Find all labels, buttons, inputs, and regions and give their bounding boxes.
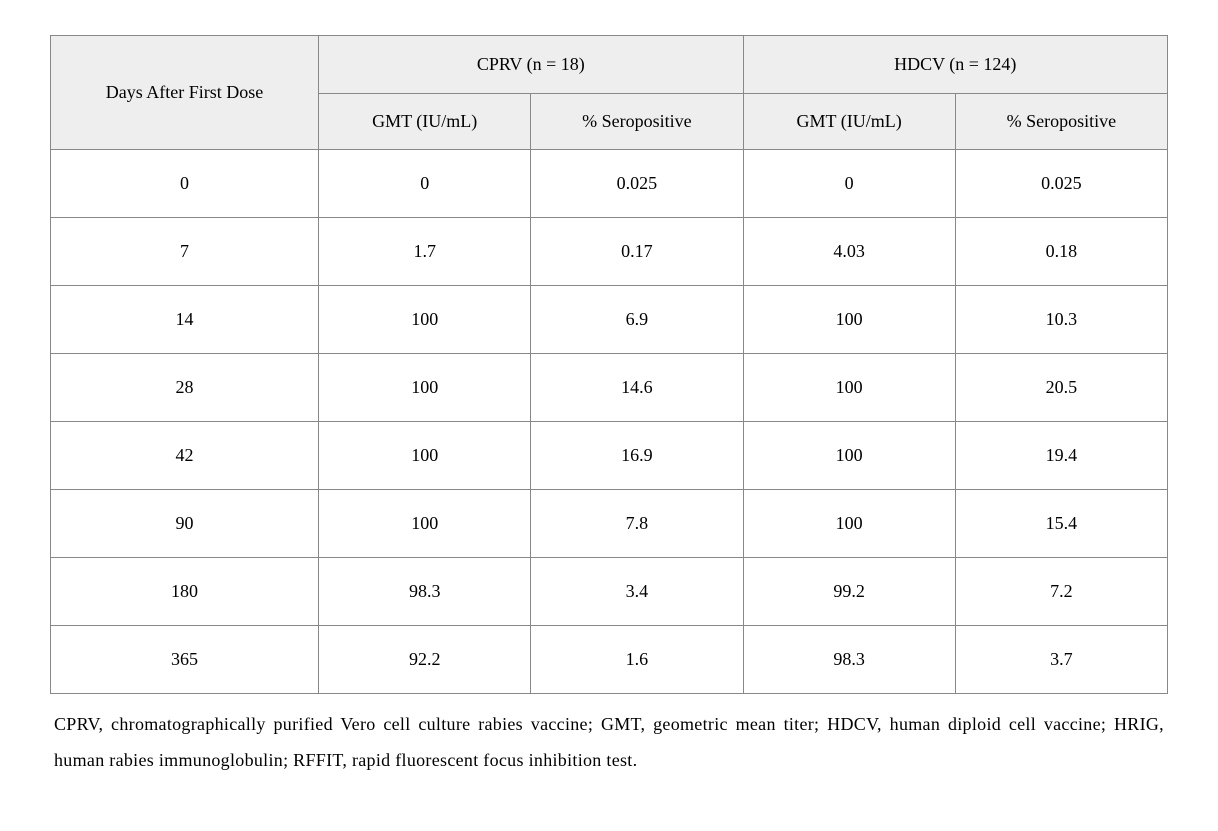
table-row: 0 0 0.025 0 0.025 (51, 150, 1168, 218)
header-group-cprv: CPRV (n = 18) (319, 36, 743, 94)
table-row: 90 100 7.8 100 15.4 (51, 490, 1168, 558)
table-row: 180 98.3 3.4 99.2 7.2 (51, 558, 1168, 626)
cell-hdcv-gmt: 0 (743, 150, 955, 218)
cell-days: 90 (51, 490, 319, 558)
table-row: 7 1.7 0.17 4.03 0.18 (51, 218, 1168, 286)
cell-cprv-gmt: 1.7 (319, 218, 531, 286)
table-row: 365 92.2 1.6 98.3 3.7 (51, 626, 1168, 694)
header-days: Days After First Dose (51, 36, 319, 150)
cell-cprv-sero: 16.9 (531, 422, 743, 490)
cell-hdcv-gmt: 99.2 (743, 558, 955, 626)
data-table: Days After First Dose CPRV (n = 18) HDCV… (50, 35, 1168, 694)
cell-hdcv-gmt: 100 (743, 286, 955, 354)
cell-hdcv-sero: 7.2 (955, 558, 1167, 626)
header-row-1: Days After First Dose CPRV (n = 18) HDCV… (51, 36, 1168, 94)
cell-hdcv-sero: 20.5 (955, 354, 1167, 422)
cell-hdcv-gmt: 4.03 (743, 218, 955, 286)
cell-cprv-sero: 3.4 (531, 558, 743, 626)
cell-cprv-gmt: 100 (319, 286, 531, 354)
cell-cprv-sero: 0.025 (531, 150, 743, 218)
cell-cprv-sero: 6.9 (531, 286, 743, 354)
cell-hdcv-sero: 0.18 (955, 218, 1167, 286)
header-cprv-gmt: GMT (IU/mL) (319, 94, 531, 150)
header-group-hdcv: HDCV (n = 124) (743, 36, 1167, 94)
cell-cprv-sero: 7.8 (531, 490, 743, 558)
cell-days: 42 (51, 422, 319, 490)
cell-hdcv-gmt: 100 (743, 422, 955, 490)
header-hdcv-sero: % Seropositive (955, 94, 1167, 150)
cell-days: 14 (51, 286, 319, 354)
header-cprv-sero: % Seropositive (531, 94, 743, 150)
cell-days: 0 (51, 150, 319, 218)
cell-cprv-gmt: 100 (319, 422, 531, 490)
cell-hdcv-sero: 10.3 (955, 286, 1167, 354)
cell-days: 365 (51, 626, 319, 694)
cell-cprv-sero: 14.6 (531, 354, 743, 422)
cell-hdcv-gmt: 100 (743, 490, 955, 558)
cell-hdcv-gmt: 100 (743, 354, 955, 422)
cell-cprv-gmt: 0 (319, 150, 531, 218)
cell-cprv-sero: 1.6 (531, 626, 743, 694)
cell-cprv-gmt: 92.2 (319, 626, 531, 694)
table-row: 28 100 14.6 100 20.5 (51, 354, 1168, 422)
table-row: 42 100 16.9 100 19.4 (51, 422, 1168, 490)
table-body: 0 0 0.025 0 0.025 7 1.7 0.17 4.03 0.18 1… (51, 150, 1168, 694)
table-footnote: CPRV, chromatographically purified Vero … (50, 706, 1168, 778)
cell-hdcv-sero: 3.7 (955, 626, 1167, 694)
cell-hdcv-sero: 19.4 (955, 422, 1167, 490)
cell-days: 180 (51, 558, 319, 626)
cell-days: 7 (51, 218, 319, 286)
cell-cprv-gmt: 98.3 (319, 558, 531, 626)
cell-hdcv-gmt: 98.3 (743, 626, 955, 694)
cell-cprv-gmt: 100 (319, 354, 531, 422)
header-hdcv-gmt: GMT (IU/mL) (743, 94, 955, 150)
cell-cprv-sero: 0.17 (531, 218, 743, 286)
table-row: 14 100 6.9 100 10.3 (51, 286, 1168, 354)
cell-cprv-gmt: 100 (319, 490, 531, 558)
cell-hdcv-sero: 0.025 (955, 150, 1167, 218)
cell-hdcv-sero: 15.4 (955, 490, 1167, 558)
cell-days: 28 (51, 354, 319, 422)
